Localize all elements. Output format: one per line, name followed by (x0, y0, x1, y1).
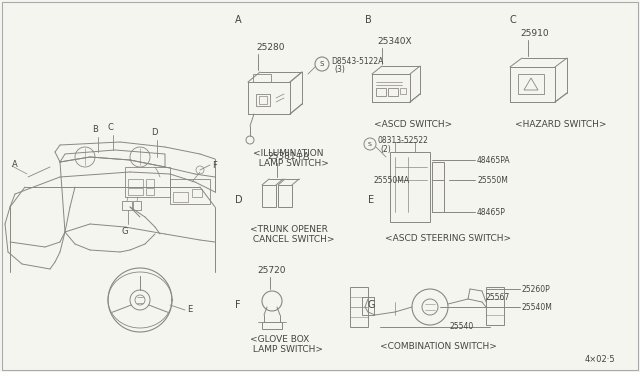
Bar (133, 201, 141, 210)
Text: E: E (187, 305, 192, 314)
Text: D: D (235, 195, 243, 205)
Text: G: G (122, 227, 128, 236)
Text: 25540: 25540 (450, 322, 474, 331)
Text: 25567: 25567 (485, 293, 509, 302)
Bar (253, 74, 271, 82)
Bar (432, 162, 444, 212)
Text: 25340X: 25340X (377, 37, 412, 46)
Text: E: E (368, 195, 374, 205)
Text: S: S (368, 141, 372, 147)
Text: 48465P: 48465P (477, 208, 506, 217)
Text: C: C (510, 15, 516, 25)
Text: A: A (12, 160, 18, 169)
Text: (2): (2) (380, 144, 391, 154)
Text: <COMBINATION SWITCH>: <COMBINATION SWITCH> (380, 342, 497, 351)
Bar (278, 185, 292, 207)
Text: <TRUNK OPENER: <TRUNK OPENER (250, 225, 328, 234)
Text: 25381+A: 25381+A (267, 152, 309, 161)
Text: 25550M: 25550M (477, 176, 508, 185)
Text: 25550MA: 25550MA (374, 176, 410, 185)
Text: 25260P: 25260P (522, 285, 551, 294)
Text: 48465PA: 48465PA (477, 155, 511, 164)
Text: 4×02·5: 4×02·5 (584, 355, 615, 364)
Bar (486, 287, 504, 325)
Text: B: B (365, 15, 372, 25)
Bar (173, 192, 188, 202)
Text: (3): (3) (334, 64, 345, 74)
Bar (400, 88, 406, 94)
Text: <ASCD SWITCH>: <ASCD SWITCH> (374, 120, 452, 129)
Text: A: A (235, 15, 242, 25)
Bar (259, 96, 267, 104)
Text: S: S (320, 61, 324, 67)
Bar (376, 88, 386, 96)
Bar (256, 94, 270, 106)
Text: 25910: 25910 (520, 29, 548, 38)
Text: D8543-5122A: D8543-5122A (331, 57, 383, 65)
Bar (170, 179, 210, 204)
Bar (518, 74, 544, 94)
Bar (395, 142, 415, 152)
Bar (122, 201, 132, 210)
Text: LAMP SWITCH>: LAMP SWITCH> (250, 345, 323, 354)
Text: <HAZARD SWITCH>: <HAZARD SWITCH> (515, 120, 607, 129)
Text: <ILLUMINATION: <ILLUMINATION (253, 149, 323, 158)
Text: D: D (151, 128, 157, 137)
Bar (362, 297, 374, 315)
Text: 25540M: 25540M (522, 302, 553, 311)
Bar (125, 167, 170, 197)
Bar (390, 152, 430, 222)
Bar (350, 287, 368, 327)
Text: <ASCD STEERING SWITCH>: <ASCD STEERING SWITCH> (385, 234, 511, 243)
Text: C: C (107, 123, 113, 132)
Text: G: G (368, 300, 376, 310)
Text: 25720: 25720 (257, 266, 285, 275)
Bar (128, 188, 143, 195)
Bar (146, 188, 154, 195)
Text: F: F (235, 300, 241, 310)
Bar (262, 185, 276, 207)
Text: <GLOVE BOX: <GLOVE BOX (250, 335, 309, 344)
Bar (192, 189, 202, 197)
Text: B: B (92, 125, 98, 134)
Bar (128, 179, 143, 187)
Bar (262, 322, 282, 329)
Text: CANCEL SWITCH>: CANCEL SWITCH> (250, 235, 335, 244)
Text: 08313-52522: 08313-52522 (378, 135, 429, 144)
Text: F: F (212, 160, 217, 170)
Text: LAMP SWITCH>: LAMP SWITCH> (253, 159, 329, 168)
Text: 25280: 25280 (256, 43, 285, 52)
Bar (146, 179, 154, 187)
Bar (388, 88, 398, 96)
